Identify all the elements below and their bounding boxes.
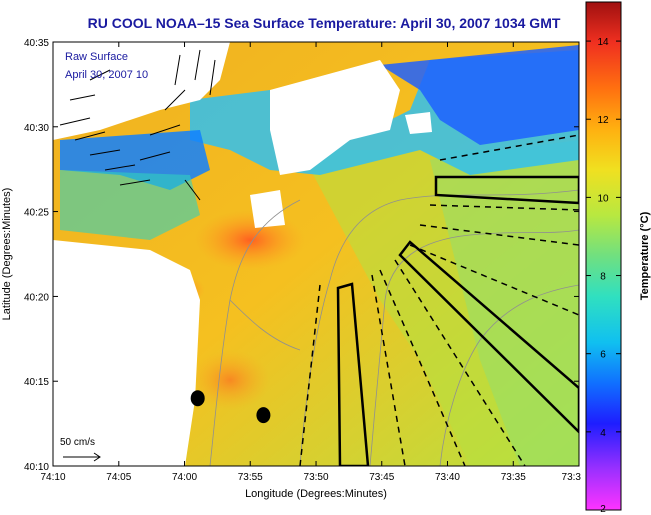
cloud-gap-1 [270,60,400,175]
x-tick-label: 74:05 [106,472,131,483]
colorbar-tick-label: 12 [597,115,609,126]
current-vectors [59,49,216,201]
station-marker [190,390,205,407]
station-markers [190,390,271,424]
x-axis: 74:10 74:05 74:00 73:55 73:50 73:45 73:40 73:35… [40,42,581,483]
colorbar-ticks: 2 4 6 8 10 12 14 [586,37,621,515]
bay-mixed-water [60,170,200,240]
transect-boxes [336,175,579,466]
x-tick-label: 74:00 [172,472,197,483]
sst-map [53,42,579,466]
overlay-text-line1: Raw Surface [65,51,128,63]
land-north [53,42,230,140]
chart-title: RU COOL NOAA–15 Sea Surface Temperature:… [88,15,561,31]
colorbar-tick-label: 6 [600,350,606,361]
colorbar-tick-label: 4 [600,428,606,439]
land-coast [53,240,200,466]
colorbar-tick-label: 14 [597,37,609,48]
y-axis: 40:10 40:15 40:20 40:25 40:30 40:35 [24,38,579,473]
y-tick-label: 40:25 [24,208,49,219]
cloud-gap-3 [405,112,432,134]
overlay-text-line2: April 30, 2007 10 [65,69,148,81]
y-tick-label: 40:10 [24,462,49,473]
colorbar [585,1,622,511]
x-tick-label: 73:40 [435,472,460,483]
y-tick-label: 40:30 [24,123,49,134]
y-tick-label: 40:20 [24,292,49,303]
x-tick-label: 73:35 [501,472,526,483]
y-tick-label: 40:15 [24,377,49,388]
scale-label: 50 cm/s [60,437,95,448]
scale-arrowhead [93,452,101,462]
cold-water-blue [380,45,579,145]
x-tick-label: 73:55 [238,472,263,483]
station-marker [256,407,271,424]
x-tick-label: 73:50 [304,472,329,483]
x-tick-label: 73:45 [369,472,394,483]
y-axis-title: Latitude (Degrees:Minutes) [1,188,13,321]
x-tick-label: 74:10 [40,472,65,483]
warm-patch-1 [195,210,305,270]
colorbar-tick-label: 2 [600,504,606,515]
cloud-gap-2 [250,190,285,228]
x-axis-title: Longitude (Degrees:Minutes) [245,488,387,500]
offshore-green-band [430,140,579,466]
transect-dashed-lines [299,134,579,466]
x-tick-label: 73:3 [562,472,582,483]
colorbar-tick-label: 8 [600,272,606,283]
warm-patch-3 [190,350,270,410]
y-tick-label: 40:35 [24,38,49,49]
colorbar-title: Temperature (°C) [639,211,651,300]
colorbar-tick-label: 10 [597,193,609,204]
